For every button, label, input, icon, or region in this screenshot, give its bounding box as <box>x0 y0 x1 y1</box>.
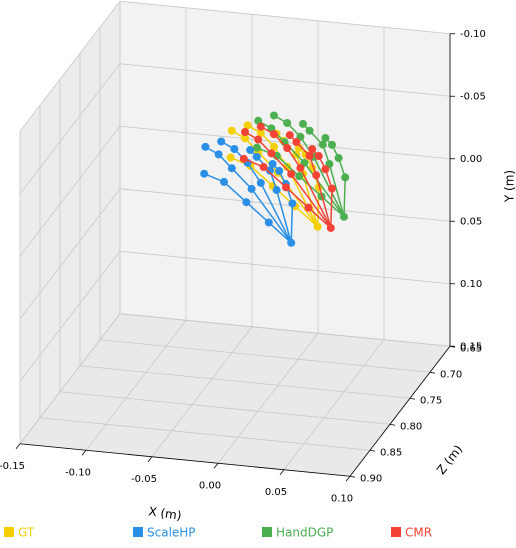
joint <box>315 152 323 160</box>
y-tick-label: 0.05 <box>460 216 482 227</box>
joint <box>327 224 335 232</box>
joint <box>253 144 261 152</box>
z-tick-label: 0.90 <box>360 473 382 484</box>
joint <box>282 183 290 191</box>
joint <box>265 219 273 227</box>
tick-mark <box>370 450 375 451</box>
tick-mark <box>82 450 86 455</box>
joint <box>215 150 223 158</box>
y-tick-label: 0.00 <box>460 154 482 165</box>
x-tick-label: 0.10 <box>331 493 353 504</box>
joint <box>287 170 295 178</box>
joint <box>340 213 348 221</box>
joint <box>304 204 312 212</box>
joint <box>292 138 300 146</box>
joint <box>201 143 209 151</box>
joint <box>246 146 254 154</box>
tick-mark <box>214 463 218 468</box>
joint <box>296 164 304 172</box>
legend-swatch <box>4 527 14 537</box>
z-axis-label: Z (m) <box>434 442 465 477</box>
tick-mark <box>350 476 355 477</box>
legend: GT ScaleHP HandDGP CMR <box>4 526 432 540</box>
joint <box>287 239 295 247</box>
joint <box>230 145 238 153</box>
x-axis-label: X (m) <box>148 504 183 522</box>
joint <box>275 167 283 175</box>
joint <box>241 128 249 136</box>
joint <box>270 130 278 138</box>
z-tick-label: 0.80 <box>400 421 422 432</box>
joint <box>227 154 235 162</box>
joint <box>217 138 225 146</box>
tick-mark <box>346 476 350 481</box>
joint <box>328 141 336 149</box>
legend-label: HandDGP <box>276 526 333 540</box>
z-tick-label: 0.70 <box>440 369 462 380</box>
joint <box>273 186 281 194</box>
joint <box>321 134 329 142</box>
tick-mark <box>430 372 435 373</box>
joint <box>228 164 236 172</box>
z-tick-label: 0.75 <box>420 395 442 406</box>
joint <box>288 199 296 207</box>
joint <box>314 223 322 231</box>
tick-mark <box>410 398 415 399</box>
joint <box>257 123 265 131</box>
joint <box>220 178 228 186</box>
joint <box>240 155 248 163</box>
y-axis-label: Y (m) <box>503 170 516 203</box>
joint <box>341 173 349 181</box>
joint <box>257 179 265 187</box>
joint <box>295 172 303 180</box>
joint <box>260 163 268 171</box>
x-tick-label: 0.05 <box>265 487 287 498</box>
joint <box>200 170 208 178</box>
joint <box>270 111 278 119</box>
legend-swatch <box>262 527 272 537</box>
joint <box>254 136 262 144</box>
joint <box>253 153 261 161</box>
joint <box>308 145 316 153</box>
joint <box>286 131 294 139</box>
joint <box>321 165 329 173</box>
x-tick-label: -0.05 <box>131 474 157 485</box>
x-tick-label: -0.15 <box>0 461 25 472</box>
panes: -0.15 -0.10 -0.05 0.00 0.05 0.10 -0.10 -0.05 0.0… <box>0 1 516 522</box>
legend-label: ScaleHP <box>147 526 196 540</box>
legend-swatch <box>133 527 143 537</box>
y-tick-label: -0.05 <box>460 91 486 102</box>
tick-mark <box>16 444 20 449</box>
joint <box>269 160 277 168</box>
x-tick-label: 0.00 <box>199 480 221 491</box>
joint <box>328 185 336 193</box>
z-tick-label: 0.65 <box>460 343 482 354</box>
x-tick-label: -0.10 <box>65 467 91 478</box>
joint <box>242 198 250 206</box>
tick-mark <box>148 457 152 462</box>
tick-mark <box>280 470 284 475</box>
joint <box>283 119 291 127</box>
z-tick-label: 0.85 <box>380 447 402 458</box>
y-tick-label: 0.10 <box>460 279 482 290</box>
legend-label: GT <box>18 526 35 540</box>
joint <box>335 154 343 162</box>
joint <box>248 185 256 193</box>
tick-mark <box>390 424 395 425</box>
joint <box>267 149 275 157</box>
joint <box>306 127 314 135</box>
y-tick-label: -0.10 <box>460 29 486 40</box>
joint <box>228 127 236 135</box>
joint <box>299 120 307 128</box>
legend-swatch <box>391 527 401 537</box>
joint <box>312 171 320 179</box>
legend-label: CMR <box>405 526 432 540</box>
joint <box>283 144 291 152</box>
back-pane <box>120 1 450 346</box>
